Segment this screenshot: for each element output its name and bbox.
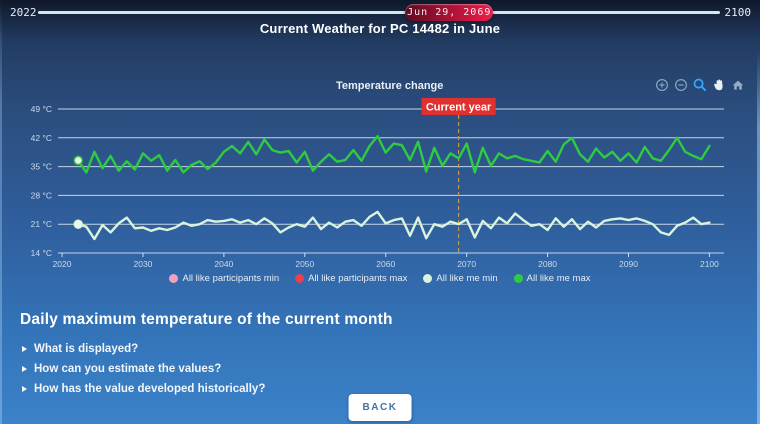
svg-text:2080: 2080 — [538, 259, 557, 269]
chart-toolbar — [655, 78, 745, 92]
page-title: Current Weather for PC 14482 in June — [259, 21, 501, 36]
left-edge-divider — [0, 0, 2, 424]
svg-text:21 °C: 21 °C — [31, 219, 52, 229]
svg-text:2090: 2090 — [619, 259, 638, 269]
legend-label: All like me max — [526, 273, 591, 284]
details-section: Daily maximum temperature of the current… — [20, 311, 740, 403]
legend-color-dot — [513, 274, 523, 283]
svg-text:2020: 2020 — [53, 259, 72, 269]
question-list: What is displayed? How can you estimate t… — [20, 343, 740, 395]
svg-text:35 °C: 35 °C — [31, 162, 52, 172]
back-button[interactable]: BACK — [348, 394, 412, 421]
triangle-bullet-icon — [22, 386, 27, 392]
home-reset-icon[interactable] — [731, 78, 745, 92]
legend-color-dot — [295, 274, 305, 283]
right-edge-divider — [757, 0, 760, 424]
question-item[interactable]: What is displayed? — [22, 343, 740, 355]
legend-item[interactable]: All like participants max — [295, 273, 407, 284]
zoom-in-icon[interactable] — [655, 78, 669, 92]
timeline-end-label: 2100 — [724, 6, 752, 19]
svg-text:42 °C: 42 °C — [31, 133, 52, 143]
svg-text:14 °C: 14 °C — [31, 248, 52, 258]
svg-text:49 °C: 49 °C — [31, 104, 52, 114]
question-item[interactable]: How has the value developed historically… — [22, 383, 740, 395]
legend-label: All like participants min — [182, 273, 280, 284]
box-zoom-icon[interactable] — [693, 78, 707, 92]
svg-text:2070: 2070 — [457, 259, 476, 269]
legend-label: All like participants max — [308, 273, 408, 284]
chart-title: Temperature change — [336, 80, 444, 92]
legend-label: All like me min — [436, 273, 498, 284]
triangle-bullet-icon — [22, 366, 27, 372]
question-label: How can you estimate the values? — [34, 363, 222, 375]
question-label: How has the value developed historically… — [34, 383, 266, 395]
question-item[interactable]: How can you estimate the values? — [22, 363, 740, 375]
svg-text:2050: 2050 — [295, 259, 314, 269]
section-heading: Daily maximum temperature of the current… — [20, 311, 393, 328]
legend-color-dot — [423, 274, 433, 283]
chart-legend: All like participants min All like partic… — [0, 273, 760, 284]
question-label: What is displayed? — [34, 343, 139, 355]
pan-hand-icon[interactable] — [712, 78, 726, 92]
legend-item[interactable]: All like me max — [513, 273, 591, 284]
zoom-out-icon[interactable] — [674, 78, 688, 92]
legend-item[interactable]: All like participants min — [169, 273, 279, 284]
legend-color-dot — [169, 274, 179, 283]
svg-text:28 °C: 28 °C — [31, 190, 52, 200]
svg-text:2030: 2030 — [134, 259, 153, 269]
timeline-slider-handle[interactable]: Jun 29, 2069 — [405, 4, 494, 21]
svg-text:Current year: Current year — [426, 102, 492, 114]
legend-item[interactable]: All like me min — [423, 273, 498, 284]
timeline-slider-track[interactable]: Jun 29, 2069 — [38, 4, 720, 21]
timeline-start-label: 2022 — [10, 6, 37, 19]
triangle-bullet-icon — [22, 346, 27, 352]
svg-text:2040: 2040 — [214, 259, 233, 269]
svg-text:2060: 2060 — [376, 259, 395, 269]
svg-text:2100: 2100 — [700, 259, 719, 269]
year-timeline: 2022 Jun 29, 2069 2100 — [0, 0, 760, 24]
